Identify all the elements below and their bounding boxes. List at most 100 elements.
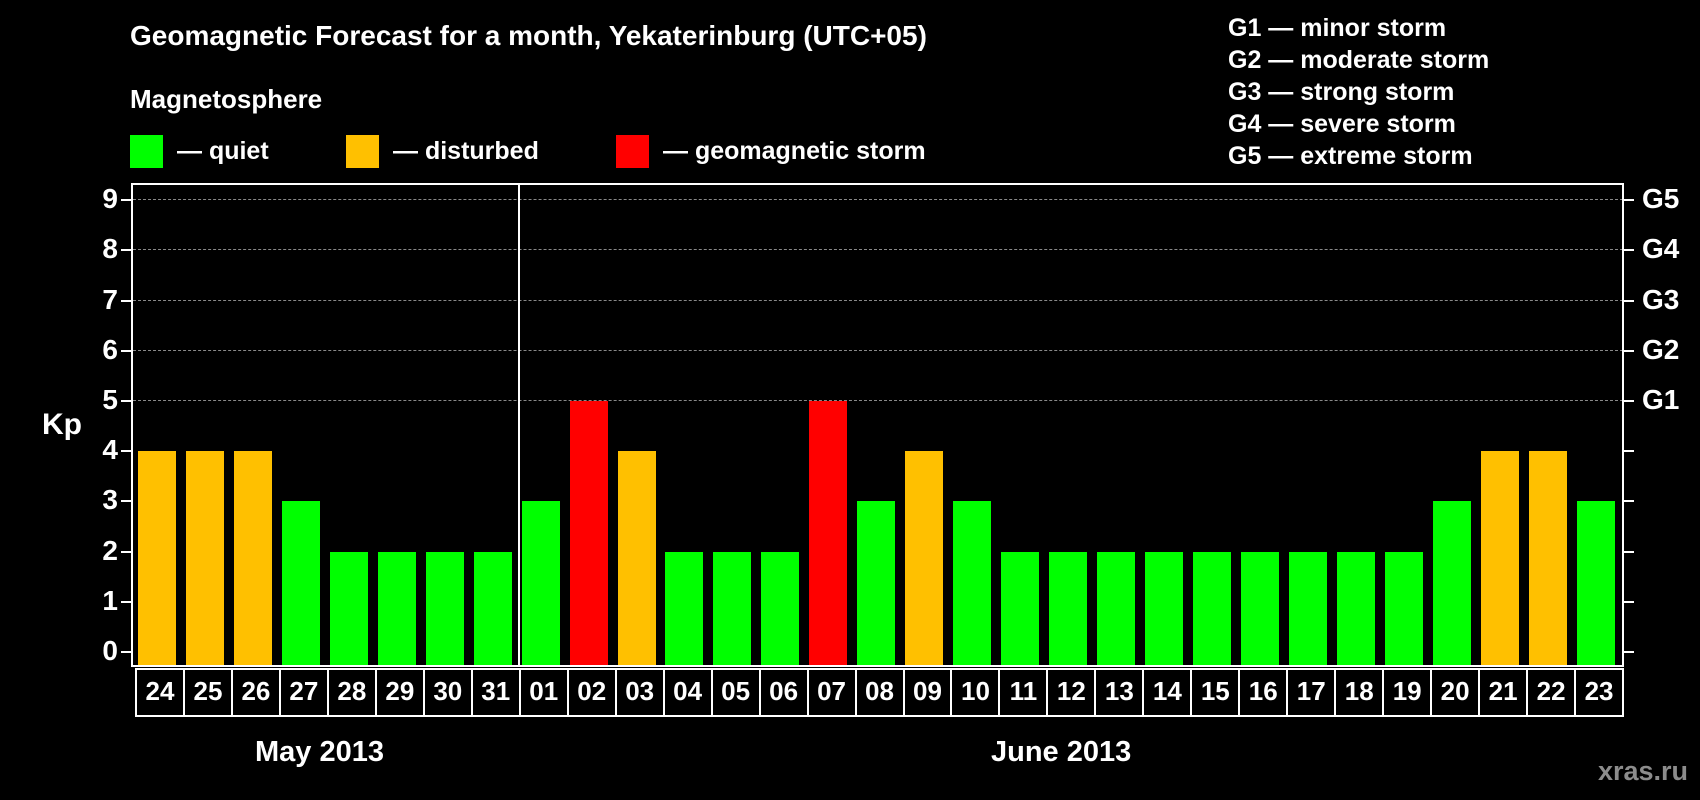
- date-label: 12: [1048, 668, 1097, 715]
- y-tick-left: [121, 299, 131, 302]
- y-tick-left: [121, 400, 131, 402]
- month-label-june: June 2013: [991, 736, 1132, 768]
- y-tick-right: [1624, 500, 1634, 503]
- g-scale-legend: G1 — minor storm G2 — moderate storm G3 …: [1228, 12, 1489, 172]
- bar-disturbed: [1480, 451, 1519, 666]
- date-label: 08: [857, 668, 905, 715]
- g-legend-item: G2 — moderate storm: [1228, 46, 1490, 74]
- y-tick-label: 3: [102, 484, 118, 516]
- month-label-may: May 2013: [255, 736, 384, 768]
- y-tick-right: [1624, 651, 1634, 653]
- legend-label: — quiet: [177, 136, 269, 165]
- date-label: 29: [377, 668, 425, 715]
- bar-quiet: [1432, 501, 1471, 666]
- y-tick-left: [121, 600, 131, 603]
- bar-quiet: [1384, 551, 1423, 666]
- plot-frame: [131, 183, 1624, 667]
- bar-storm: [809, 401, 848, 666]
- g-scale-tick-label: G4: [1642, 233, 1680, 265]
- gridline: [133, 400, 1623, 401]
- date-label: 02: [569, 668, 617, 715]
- date-label: 14: [1144, 668, 1193, 715]
- legend-swatch-disturbed: [346, 134, 379, 168]
- y-tick-left: [121, 349, 131, 352]
- y-tick-right: [1624, 600, 1634, 603]
- watermark: xras.ru: [1597, 756, 1688, 786]
- g-scale-tick-label: G2: [1642, 333, 1680, 365]
- date-label: 21: [1480, 668, 1529, 715]
- legend-quiet: — quiet: [130, 134, 269, 168]
- date-label: 09: [905, 668, 953, 715]
- date-label: 06: [761, 668, 809, 715]
- bar-quiet: [281, 501, 320, 666]
- date-label: 27: [281, 668, 329, 715]
- date-label: 10: [952, 668, 1001, 715]
- date-label: 31: [473, 668, 521, 715]
- date-label: 16: [1240, 668, 1289, 715]
- y-tick-label: 7: [102, 283, 118, 315]
- bar-disturbed: [185, 451, 224, 666]
- date-label: 11: [1000, 668, 1049, 715]
- y-tick-label: 9: [102, 183, 118, 215]
- legend-swatch-storm: [616, 134, 649, 168]
- y-tick-right: [1624, 249, 1634, 252]
- date-label: 05: [713, 668, 761, 715]
- month-divider: [518, 183, 520, 667]
- y-tick-left: [121, 500, 131, 503]
- bar-disturbed: [233, 451, 272, 666]
- bar-quiet: [425, 551, 464, 666]
- bar-quiet: [1576, 501, 1615, 666]
- legend-label: — disturbed: [393, 136, 539, 165]
- y-tick-left: [121, 550, 131, 553]
- y-tick-right: [1624, 349, 1634, 352]
- y-tick-label: 1: [102, 584, 118, 616]
- date-label: 15: [1192, 668, 1241, 715]
- bar-quiet: [329, 551, 368, 666]
- gridline: [133, 299, 1623, 301]
- y-tick-label: 5: [102, 384, 118, 415]
- bar-storm: [569, 401, 608, 666]
- y-tick-right: [1624, 400, 1634, 402]
- date-label: 24: [137, 668, 185, 715]
- date-label: 03: [617, 668, 665, 715]
- date-label: 01: [521, 668, 569, 715]
- y-tick-label: 6: [102, 333, 118, 365]
- bar-quiet: [1144, 551, 1183, 666]
- date-label: 18: [1336, 668, 1385, 715]
- date-label: 26: [233, 668, 281, 715]
- legend-disturbed: — disturbed: [346, 134, 539, 168]
- bar-disturbed: [1528, 451, 1567, 666]
- y-tick-left: [121, 199, 131, 202]
- date-label: 13: [1096, 668, 1145, 715]
- y-tick-right: [1624, 550, 1634, 553]
- y-tick-left: [121, 450, 131, 453]
- bar-quiet: [1001, 551, 1040, 666]
- g-scale-tick-label: G1: [1642, 384, 1680, 415]
- y-tick-label: 8: [102, 233, 118, 265]
- date-row-top-border: [135, 668, 1624, 670]
- bar-quiet: [761, 551, 800, 666]
- gridline: [133, 199, 1623, 201]
- gridline: [133, 349, 1623, 351]
- bar-quiet: [521, 501, 560, 666]
- bar-quiet: [1336, 551, 1375, 666]
- date-labels-row: 24 25 26 27 28 29 30 31 01 02 03 04 05 06 07 08 09 10 11 12…: [135, 668, 1624, 717]
- bar-quiet: [953, 501, 992, 666]
- date-label: 30: [425, 668, 473, 715]
- y-tick-label: 4: [102, 434, 118, 466]
- date-label: 22: [1528, 668, 1577, 715]
- bar-quiet: [1049, 551, 1088, 666]
- y-axis-label: Kp: [42, 408, 82, 441]
- date-label: 04: [665, 668, 713, 715]
- date-label: 23: [1584, 676, 1614, 706]
- date-label: 17: [1288, 668, 1337, 715]
- bar-quiet: [1192, 551, 1231, 666]
- bar-disturbed: [905, 451, 944, 666]
- bar-quiet: [1097, 551, 1135, 666]
- gridline: [133, 249, 1623, 251]
- bar-quiet: [665, 551, 704, 666]
- legend-storm: — geomagnetic storm: [616, 134, 926, 168]
- chart-subtitle: Magnetosphere: [130, 84, 323, 114]
- g-legend-item: G3 — strong storm: [1228, 78, 1455, 106]
- y-tick-label: 2: [102, 534, 118, 566]
